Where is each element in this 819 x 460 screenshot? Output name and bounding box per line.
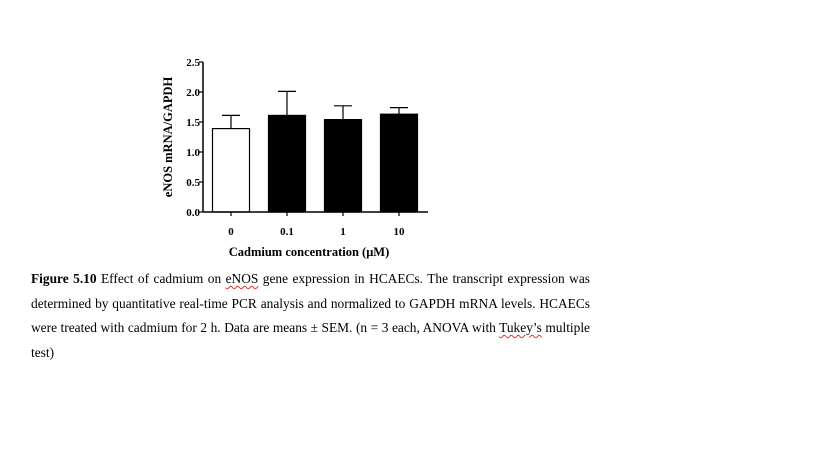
y-tick-label: 0.5	[186, 177, 200, 189]
x-axis-label: Cadmium concentration (μM)	[229, 245, 390, 259]
error-bar-1	[334, 105, 352, 120]
caption-text-1: Effect of cadmium on	[96, 271, 226, 286]
y-tick-label: 1.5	[186, 117, 200, 129]
bar-1	[323, 118, 363, 213]
caption-tukey: Tukey’s	[499, 320, 542, 335]
figure-caption: Figure 5.10 Effect of cadmium on eNOS ge…	[31, 267, 590, 365]
figure-label: Figure 5.10	[31, 271, 97, 286]
y-tick-label: 0.0	[186, 207, 200, 219]
x-tick-label: 0	[228, 226, 234, 238]
error-bar-0.1	[278, 90, 296, 116]
y-tick-label: 2.0	[186, 87, 200, 99]
error-bar-10	[390, 106, 408, 115]
x-ticks-group: 0 0.1 1 10	[228, 212, 405, 238]
bar-0	[211, 128, 251, 213]
caption-text-3: multiple test)	[31, 320, 590, 360]
bars-group	[211, 113, 419, 213]
bar-0.1	[267, 114, 307, 213]
error-bar-0	[222, 114, 240, 129]
caption-enos: eNOS	[225, 271, 259, 286]
error-bars-group	[222, 90, 408, 129]
y-ticks-group: 0.0 0.5 1.0 1.5 2.0 2.5	[186, 57, 203, 219]
x-tick-label: 1	[340, 226, 346, 238]
x-tick-label: 10	[394, 226, 406, 238]
y-tick-label: 1.0	[186, 147, 200, 159]
x-tick-label: 0.1	[280, 226, 294, 238]
y-tick-label: 2.5	[186, 57, 200, 69]
bar-10	[379, 113, 419, 213]
caption-text-2: gene expression in HCAECs. The transcrip…	[31, 271, 591, 335]
y-axis-label: eNOS mRNA/GAPDH	[161, 76, 175, 197]
